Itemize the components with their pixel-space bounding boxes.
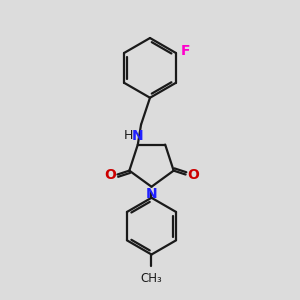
Text: O: O — [104, 167, 116, 182]
Text: F: F — [181, 44, 191, 58]
Text: N: N — [132, 129, 144, 143]
Text: N: N — [146, 187, 157, 201]
Text: H: H — [124, 129, 133, 142]
Text: O: O — [187, 167, 199, 182]
Text: CH₃: CH₃ — [141, 272, 162, 285]
